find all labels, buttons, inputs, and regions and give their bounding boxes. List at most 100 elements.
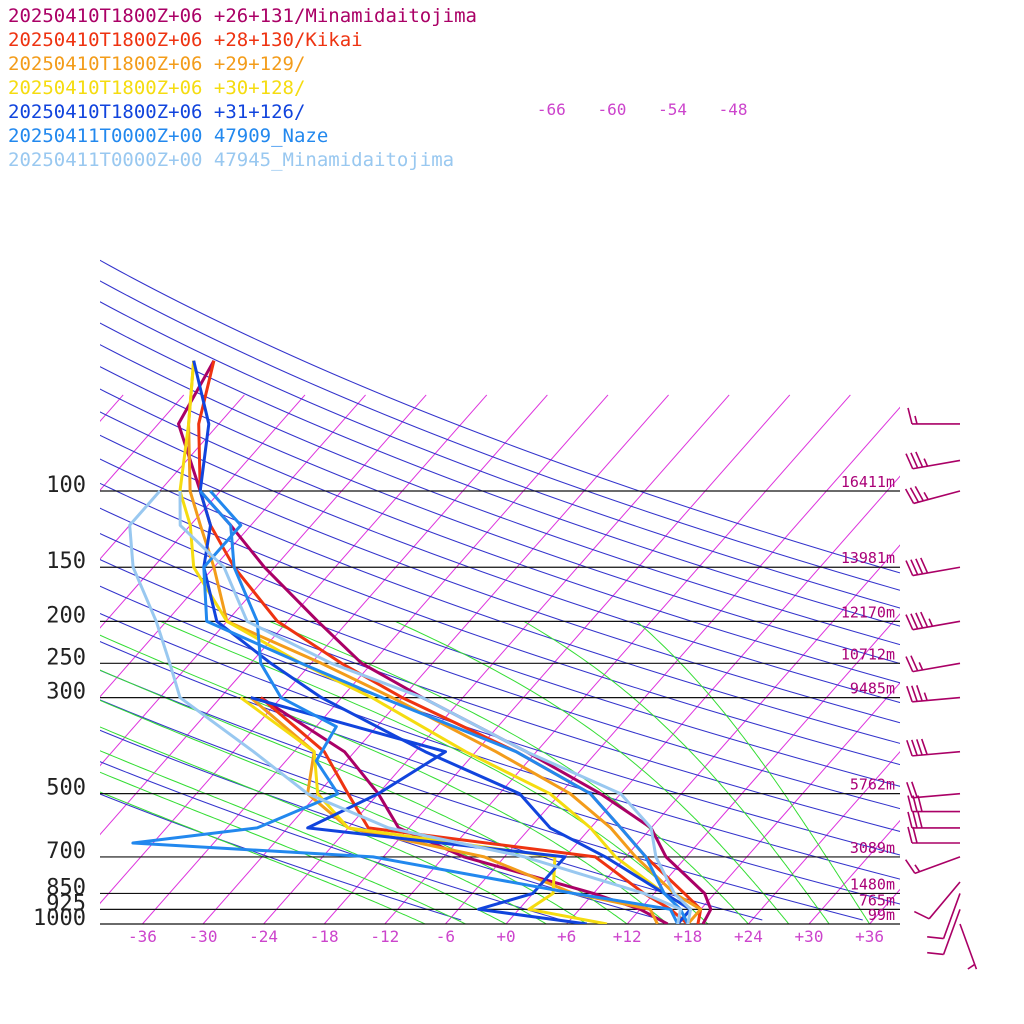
height-label: 13981m bbox=[841, 549, 895, 567]
wind-barb-full bbox=[911, 739, 918, 756]
wind-barb-half bbox=[918, 662, 924, 671]
dry-adiabat-line bbox=[100, 344, 900, 646]
wind-barb-half bbox=[914, 415, 918, 425]
wind-barb-full bbox=[907, 826, 913, 844]
wind-barb-half bbox=[928, 618, 934, 627]
isotherm-line bbox=[100, 394, 488, 836]
height-label: 10712m bbox=[841, 645, 895, 663]
temperature-tick-label: +6 bbox=[557, 927, 576, 946]
dry-adiabat-line bbox=[100, 411, 900, 704]
wind-barb-full bbox=[911, 781, 918, 798]
wind-barb-full bbox=[905, 656, 914, 672]
moist-adiabat-line bbox=[394, 620, 790, 924]
wind-barb bbox=[906, 685, 961, 703]
isotherm-line bbox=[100, 394, 245, 560]
wind-barb bbox=[905, 611, 961, 631]
temperature-tick-label: +36 bbox=[855, 927, 884, 946]
dry-adiabat-line bbox=[100, 793, 462, 921]
isotherm-line bbox=[100, 394, 366, 698]
dry-adiabat-line bbox=[100, 301, 900, 609]
isotherm-line bbox=[505, 475, 900, 924]
dry-adiabat-line bbox=[100, 559, 900, 832]
wind-barb-full bbox=[906, 685, 913, 703]
wind-barb bbox=[907, 795, 960, 813]
dry-adiabat-line bbox=[100, 533, 900, 810]
wind-barb-staff bbox=[912, 459, 961, 470]
pressure-label: 200 bbox=[46, 603, 86, 628]
wind-barb-staff bbox=[912, 792, 961, 799]
wind-barb-staff bbox=[942, 893, 961, 939]
dry-adiabat-line bbox=[100, 259, 900, 574]
legend-entry: 20250411T0000Z+00 47909_Naze bbox=[8, 125, 329, 147]
wind-barb-half bbox=[923, 458, 929, 467]
wind-barb-full bbox=[920, 738, 928, 755]
dewpoint-profile-line bbox=[131, 490, 680, 924]
pressure-label: 700 bbox=[46, 839, 86, 864]
dry-adiabat-line bbox=[100, 482, 900, 766]
wind-barb bbox=[907, 826, 960, 844]
temperature-profile-line bbox=[202, 490, 690, 924]
wind-barb-half bbox=[923, 692, 928, 701]
isotherm-line bbox=[142, 394, 609, 924]
height-label: 99m bbox=[868, 906, 895, 924]
wind-barb-full bbox=[917, 795, 923, 812]
temperature-profile-line bbox=[178, 360, 693, 924]
isotherm-line bbox=[384, 394, 851, 924]
wind-barb-full bbox=[910, 655, 919, 672]
dry-adiabat-line bbox=[100, 699, 763, 921]
wind-barb bbox=[906, 781, 961, 799]
temperature-tick-label: +12 bbox=[613, 927, 642, 946]
wind-barb-full bbox=[916, 685, 923, 702]
isotherm-line bbox=[930, 395, 1024, 924]
legend-entry: 20250410T1800Z+06 +30+128/ bbox=[8, 77, 306, 99]
wind-barb-full bbox=[911, 685, 918, 702]
temperature-tick-label: +18 bbox=[673, 927, 702, 946]
temperature-tick-label: -18 bbox=[310, 927, 339, 946]
upper-temperature-tick-label: -60 bbox=[597, 100, 626, 119]
pressure-label: 925 bbox=[46, 891, 86, 916]
dewpoint-profile-line bbox=[250, 696, 588, 924]
legend-entry: 20250410T1800Z+06 +28+130/Kikai bbox=[8, 29, 363, 51]
isotherm-line bbox=[202, 394, 669, 924]
wind-barb-staff bbox=[928, 881, 961, 920]
isotherm-line bbox=[687, 682, 900, 924]
dry-adiabat-line bbox=[100, 585, 900, 856]
wind-barb-staff bbox=[912, 566, 961, 577]
wind-barb-full bbox=[912, 795, 918, 812]
wind-barb-full bbox=[905, 614, 914, 631]
pressure-label: 850 bbox=[46, 875, 86, 900]
wind-barb-full bbox=[904, 488, 915, 504]
dewpoint-profile-line bbox=[249, 696, 659, 924]
wind-barb-full bbox=[909, 487, 920, 503]
wind-barb-full bbox=[907, 795, 913, 812]
dry-adiabat-line bbox=[100, 669, 863, 921]
dry-adiabat-line bbox=[100, 388, 900, 684]
legend-entry: 20250410T1800Z+06 +26+131/Minamidaitojim… bbox=[8, 5, 477, 27]
dewpoint-profile-line bbox=[128, 490, 682, 924]
temperature-tick-label: -24 bbox=[249, 927, 278, 946]
isotherm-line bbox=[0, 395, 2, 924]
wind-barb-staff bbox=[912, 696, 961, 703]
dry-adiabat-line bbox=[100, 640, 900, 905]
wind-barb-full bbox=[915, 558, 924, 575]
wind-barb-full bbox=[910, 559, 919, 576]
isotherm-line bbox=[748, 750, 900, 924]
wind-barb-full bbox=[920, 557, 929, 574]
dry-adiabat-line bbox=[100, 366, 900, 665]
wind-barb-half bbox=[967, 963, 976, 970]
wind-barb-full bbox=[910, 613, 919, 630]
dry-adiabat-line bbox=[100, 322, 900, 627]
wind-barb-full bbox=[905, 859, 916, 874]
height-label: 12170m bbox=[841, 603, 895, 621]
pressure-label: 300 bbox=[46, 680, 86, 705]
moist-adiabat-line bbox=[100, 750, 507, 924]
isobar-lines bbox=[100, 490, 900, 925]
pressure-label: 500 bbox=[46, 776, 86, 801]
upper-temperature-tick-label: -54 bbox=[658, 100, 687, 119]
wind-barb bbox=[904, 486, 961, 505]
height-label: 9485m bbox=[850, 680, 895, 698]
wind-barb-full bbox=[916, 739, 923, 756]
height-label: 5762m bbox=[850, 776, 895, 794]
dry-adiabat-line bbox=[100, 434, 900, 724]
temperature-tick-label: -30 bbox=[189, 927, 218, 946]
